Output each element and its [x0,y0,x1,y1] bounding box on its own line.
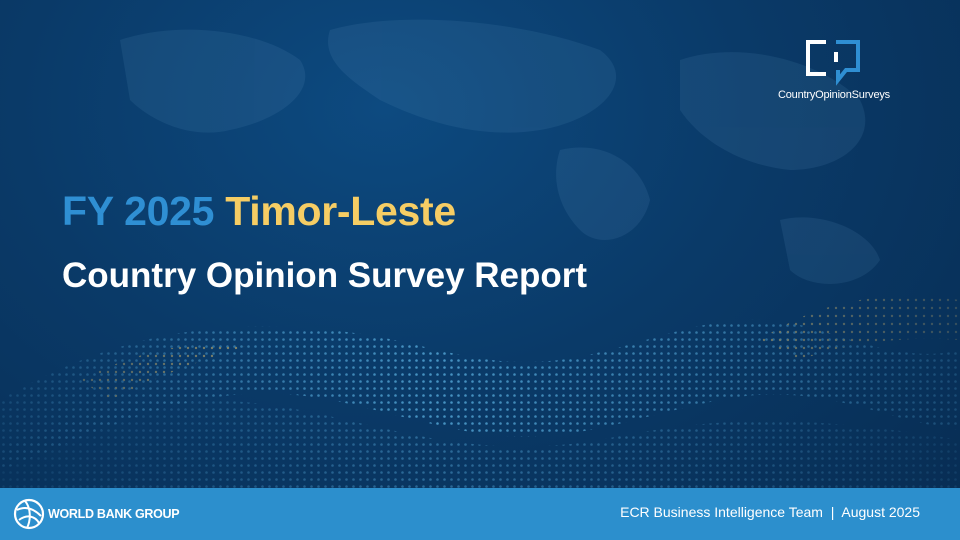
wbg-globe-icon [13,498,45,530]
cos-logo-mark [806,40,860,86]
footer: WORLD BANK GROUP ECR Business Intelligen… [0,488,960,540]
credit: ECR Business Intelligence Team | August … [620,504,920,520]
title-country: Timor-Leste [225,188,456,234]
world-map [120,19,880,284]
logo-text: CountryOpinionSurveys [778,89,890,101]
organization: WORLD BANK GROUP [48,507,180,521]
dotted-wave [0,296,960,488]
title-prefix: FY 2025 [62,188,215,234]
background-art [0,19,960,488]
subtitle: Country Opinion Survey Report [62,256,588,295]
title: FY 2025 Timor-Leste [62,188,456,235]
